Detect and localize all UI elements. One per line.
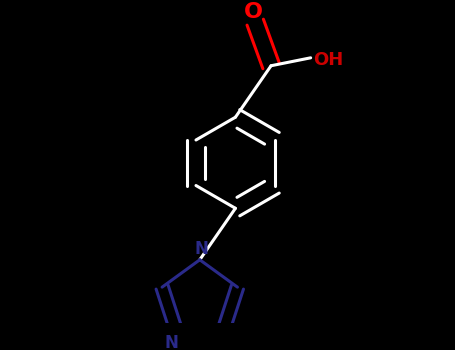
- Text: N: N: [165, 334, 179, 350]
- Text: O: O: [244, 2, 263, 22]
- Text: N: N: [194, 240, 208, 258]
- Text: OH: OH: [313, 51, 343, 69]
